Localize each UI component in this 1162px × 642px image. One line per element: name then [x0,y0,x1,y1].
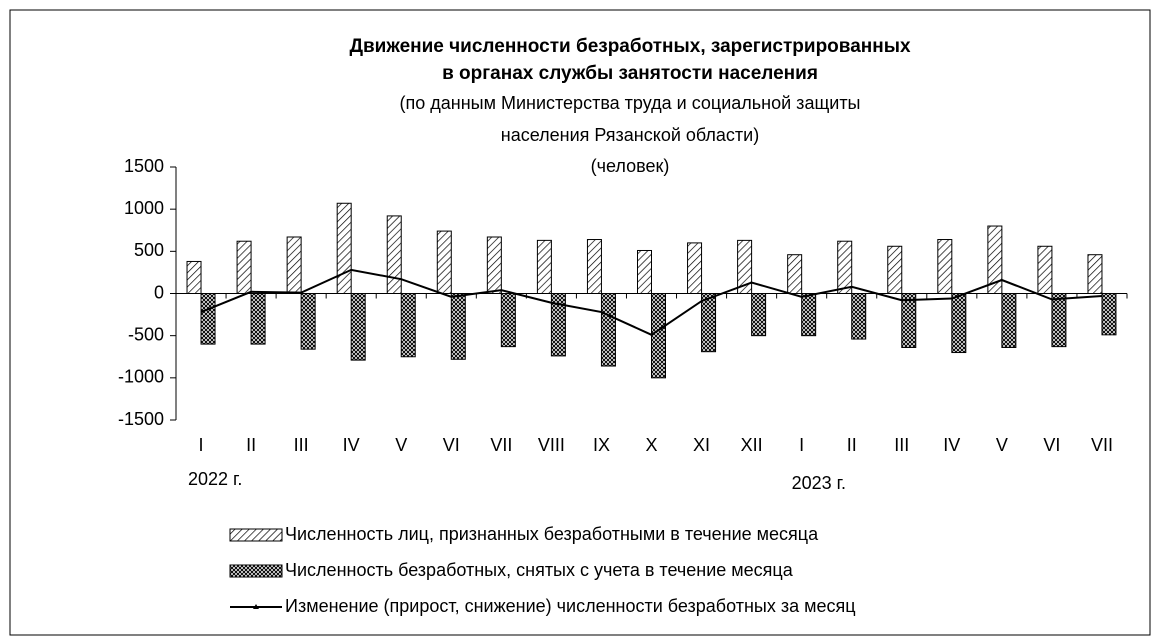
bar [450,293,466,360]
bar [236,240,252,294]
x-tick-label: III [294,435,309,455]
bar [851,293,867,340]
legend-label: Изменение (прирост, снижение) численност… [285,596,856,616]
y-tick-label: -1000 [118,367,164,387]
legend-swatch [229,528,283,542]
x-tick-label: VII [1091,435,1113,455]
bar [687,242,703,294]
bar [486,236,502,295]
x-tick-label: X [645,435,657,455]
bar [200,293,216,345]
y-tick-label: -500 [128,324,164,344]
bar [1051,293,1067,348]
chart-title: Движение численности безработных, зареги… [349,36,910,57]
y-tick-label: 500 [134,240,164,260]
bar [350,293,366,361]
bar [1001,293,1017,348]
bar [336,202,352,294]
bar [600,293,616,367]
frame [9,9,1151,636]
x-tick-label: VI [443,435,460,455]
bar [400,293,416,358]
bar [787,254,803,294]
x-tick-label: IV [343,435,360,455]
bar [500,293,516,348]
bar [637,249,652,295]
x-tick-label: VII [490,435,512,455]
bar [837,240,853,294]
year-label: 2022 г. [188,469,242,489]
chart-subtitle: (человек) [591,156,670,176]
bar [186,260,202,295]
bar [300,293,316,350]
x-tick-label: VI [1043,435,1060,455]
bar [887,245,903,294]
chart-title: в органах службы занятости населения [442,63,818,84]
bar [1087,254,1103,294]
bar [701,293,717,353]
bar [586,239,602,295]
x-tick-label: IV [943,435,960,455]
bar [801,293,817,337]
x-tick-label: III [894,435,909,455]
bar [286,236,302,295]
x-tick-label: I [199,435,204,455]
legend-marker [253,604,259,609]
bar [436,230,452,295]
y-tick-label: -1500 [118,409,164,429]
year-label: 2023 г. [792,473,846,493]
y-tick-label: 0 [154,282,164,302]
chart-subtitle: (по данным Министерства труда и социальн… [400,93,861,113]
bar [1101,293,1117,336]
x-tick-label: XII [741,435,763,455]
chart-subtitle: населения Рязанской области) [501,125,759,145]
x-tick-label: V [395,435,407,455]
bar [901,293,917,348]
bar [751,293,767,337]
bar [386,215,402,294]
line [200,268,1103,336]
bar [937,239,953,295]
bar [651,293,666,379]
x-tick-label: II [246,435,256,455]
x-tick-label: I [799,435,804,455]
bar [536,239,552,294]
legend-swatch [229,564,283,578]
x-tick-label: XI [693,435,710,455]
bar [250,293,266,345]
x-tick-label: IX [593,435,610,455]
y-tick-label: 1000 [124,198,164,218]
legend-label: Численность лиц, признанных безработными… [285,524,819,544]
y-tick-label: 1500 [124,156,164,176]
bar [1037,245,1053,294]
bar [951,293,967,354]
x-tick-label: II [847,435,857,455]
legend-label: Численность безработных, снятых с учета … [285,560,794,580]
x-tick-label: VIII [538,435,565,455]
x-tick-label: V [996,435,1008,455]
